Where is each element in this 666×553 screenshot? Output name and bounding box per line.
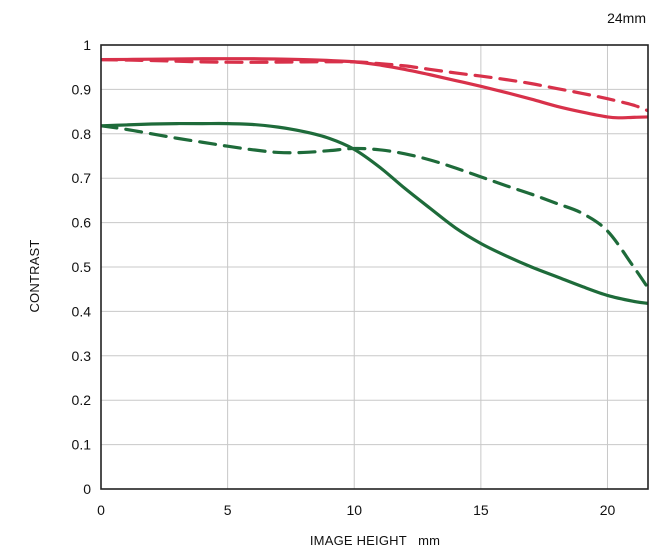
solid-series-line bbox=[101, 57, 648, 120]
grid-layer bbox=[100, 44, 648, 490]
plot-frame bbox=[100, 44, 649, 490]
dashed-series-line bbox=[101, 124, 648, 290]
y-axis-label: CONTRAST bbox=[27, 239, 42, 312]
x-tick-label: 0 bbox=[97, 502, 105, 518]
y-tick-label: 0.1 bbox=[72, 437, 92, 453]
y-tick-label: 0.4 bbox=[72, 303, 92, 319]
x-tick-label: 10 bbox=[346, 502, 362, 518]
dashed-series-line bbox=[101, 58, 648, 113]
chart-title: 24mm bbox=[607, 10, 646, 26]
y-tick-label: 1 bbox=[83, 37, 91, 53]
x-axis-label: IMAGE HEIGHT mm bbox=[310, 533, 440, 548]
x-tick-label: 20 bbox=[600, 502, 616, 518]
x-tick-labels: 0 5 10 15 20 bbox=[97, 502, 615, 518]
y-tick-label: 0.9 bbox=[72, 81, 92, 97]
y-tick-labels: 0 0.1 0.2 0.3 0.4 0.5 0.6 0.7 0.8 0.9 1 bbox=[72, 37, 92, 497]
x-tick-label: 5 bbox=[224, 502, 232, 518]
y-tick-label: 0.6 bbox=[72, 215, 92, 231]
series-layer bbox=[101, 57, 648, 306]
y-tick-label: 0.8 bbox=[72, 126, 92, 142]
y-tick-label: 0 bbox=[83, 481, 91, 497]
solid-series-line bbox=[101, 121, 648, 306]
x-tick-label: 15 bbox=[473, 502, 489, 518]
y-tick-label: 0.5 bbox=[72, 259, 92, 275]
y-tick-label: 0.2 bbox=[72, 392, 92, 408]
y-tick-label: 0.3 bbox=[72, 348, 92, 364]
y-tick-label: 0.7 bbox=[72, 170, 92, 186]
